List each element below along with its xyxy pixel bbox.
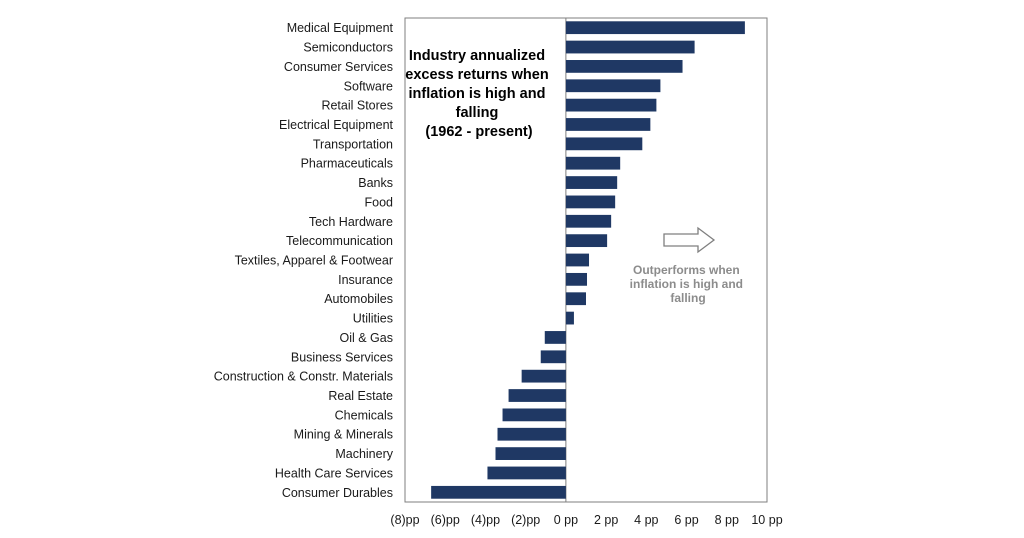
x-tick-label: (8)pp (390, 513, 419, 527)
category-label: Semiconductors (303, 41, 393, 55)
bar (565, 234, 608, 248)
category-label: Retail Stores (321, 99, 393, 113)
bar (495, 447, 566, 460)
bar (565, 79, 661, 93)
category-label: Software (344, 79, 393, 93)
bar-group (431, 21, 745, 499)
bar (565, 292, 586, 306)
x-tick-label: 10 pp (751, 513, 782, 527)
x-tick-label: 0 pp (554, 513, 578, 527)
bar (565, 137, 643, 151)
bar (565, 272, 588, 286)
bar (497, 427, 566, 441)
x-tick-label-group: (8)pp (6)pp (4)pp (2)pp 0 pp 2 pp 4 pp 6 pp 8 pp… (390, 513, 782, 527)
x-tick-label: (6)pp (431, 513, 460, 527)
category-label: Medical Equipment (287, 21, 394, 35)
bar (565, 40, 695, 54)
category-label: Textiles, Apparel & Footwear (235, 254, 393, 268)
bar (565, 156, 621, 170)
bar (431, 485, 566, 499)
category-label: Food (365, 195, 394, 209)
bar (565, 214, 612, 228)
bar (521, 369, 566, 383)
category-label: Electrical Equipment (279, 118, 393, 132)
category-label: Insurance (338, 273, 393, 287)
chart-title: Industry annualized excess returns when … (405, 48, 553, 140)
plot-area-frame (404, 17, 768, 503)
chart-title-line-4: falling (456, 105, 499, 121)
bar (565, 98, 657, 112)
bar (540, 350, 566, 364)
chart-title-line-5: (1962 - present) (425, 124, 532, 140)
right-arrow-icon (663, 226, 716, 254)
annotation-line-1: Outperforms when (633, 263, 740, 277)
bar (565, 176, 618, 189)
annotation-line-3: falling (670, 291, 705, 305)
annotation-line-2: inflation is high and (630, 277, 743, 291)
category-label: Real Estate (328, 389, 393, 403)
x-tick-label: 4 pp (634, 513, 658, 527)
category-label: Banks (358, 176, 393, 190)
x-tick-label: 2 pp (594, 513, 618, 527)
bar (565, 21, 745, 35)
category-label: Chemicals (335, 408, 393, 422)
category-label: Construction & Constr. Materials (214, 370, 393, 384)
chart-title-line-1: Industry annualized (409, 48, 545, 64)
bar (565, 195, 616, 209)
bar (487, 466, 566, 480)
category-label: Utilities (353, 312, 393, 326)
category-label: Consumer Durables (282, 486, 393, 500)
category-label: Machinery (335, 447, 393, 461)
x-tick-label: (2)pp (511, 513, 540, 527)
category-label: Mining & Minerals (294, 428, 393, 442)
chart-title-line-2: excess returns when (405, 67, 548, 83)
category-label: Automobiles (324, 292, 393, 306)
bar (565, 253, 590, 267)
bar (502, 408, 566, 422)
x-tick-label: 6 pp (674, 513, 698, 527)
category-label: Consumer Services (284, 60, 393, 74)
bar (565, 311, 574, 325)
category-label-group: Medical Equipment Semiconductors Consumer … (214, 21, 394, 500)
x-tick-label: 8 pp (715, 513, 739, 527)
bar (565, 118, 651, 131)
annotation-note: Outperforms when inflation is high and f… (630, 263, 747, 305)
category-label: Business Services (291, 350, 393, 364)
bar (508, 389, 566, 402)
category-label: Health Care Services (275, 466, 393, 480)
category-label: Transportation (313, 137, 393, 151)
category-label: Oil & Gas (340, 331, 394, 345)
bar (544, 331, 566, 344)
x-tick-label: (4)pp (471, 513, 500, 527)
chart-title-line-3: inflation is high and (409, 86, 546, 102)
category-label: Tech Hardware (309, 215, 393, 229)
bar (565, 60, 683, 73)
category-label: Telecommunication (286, 234, 393, 248)
category-label: Pharmaceuticals (301, 157, 393, 171)
